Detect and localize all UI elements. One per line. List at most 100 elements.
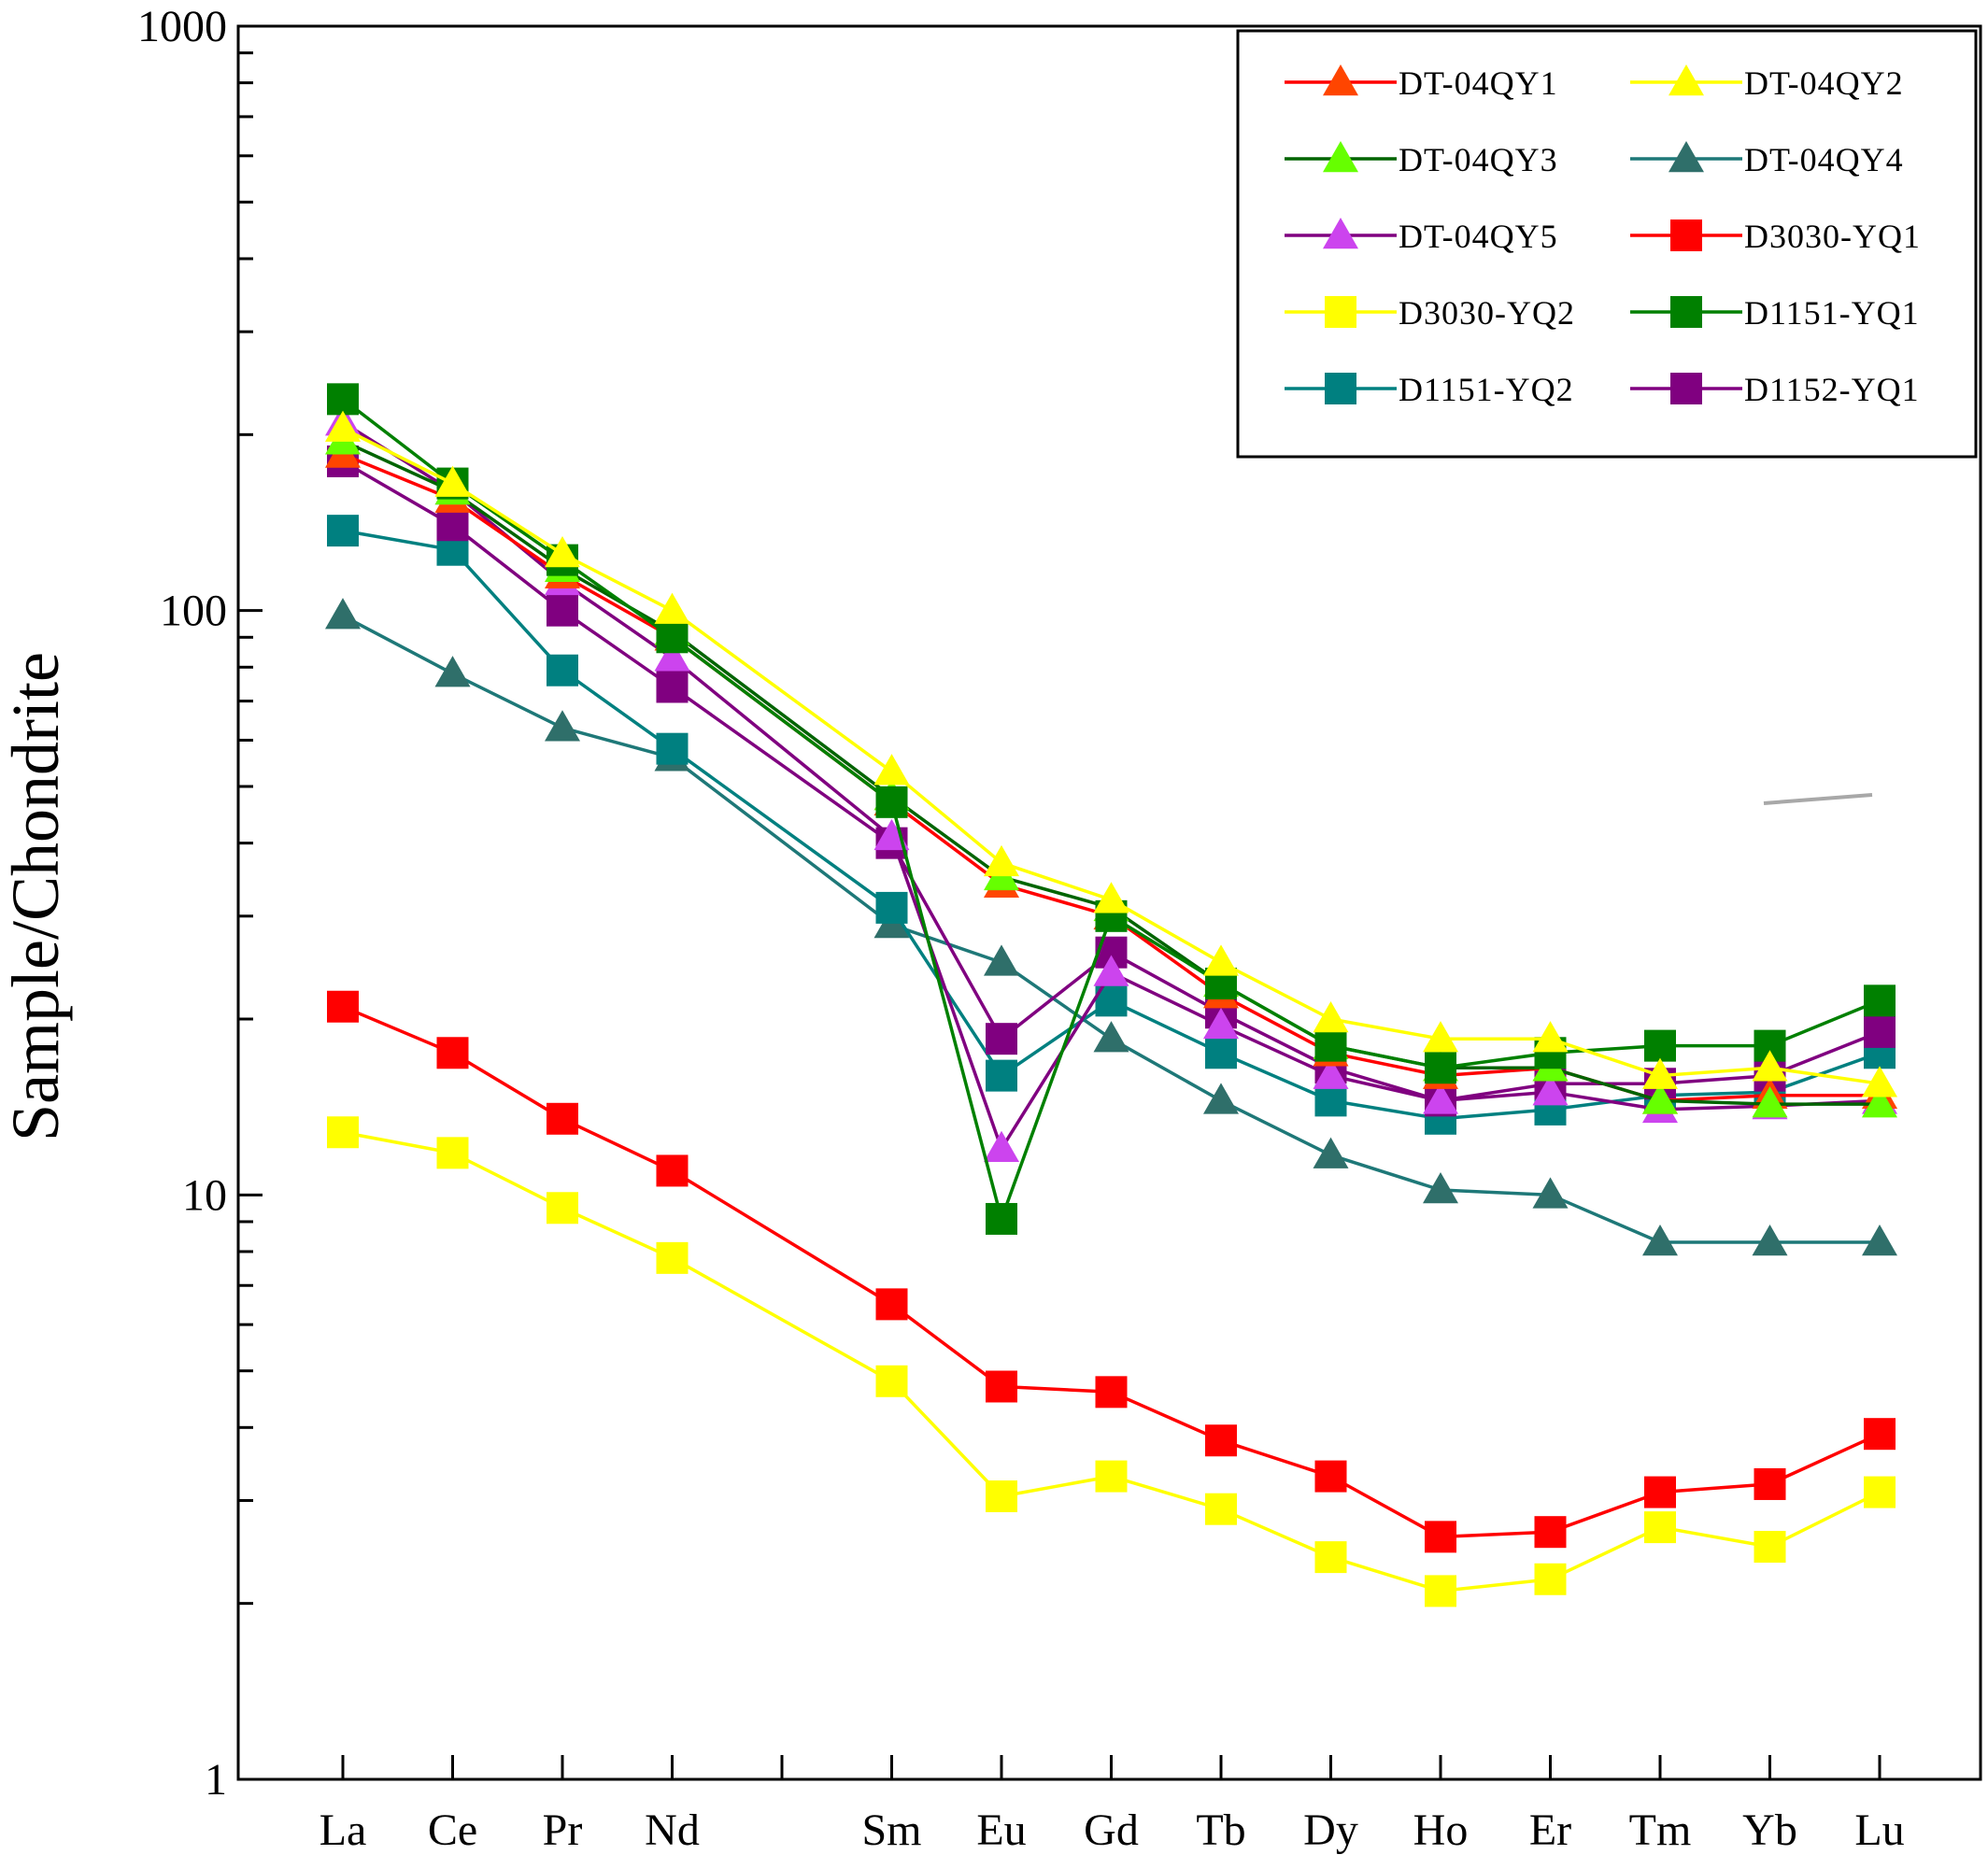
data-point [1532,1074,1569,1106]
data-point [875,891,908,924]
data-point [545,536,580,568]
legend-entry: DT-04QY1 [1285,64,1557,102]
data-point [986,1370,1017,1403]
series-dt-04qy2 [325,410,1897,1097]
legend-marker [1670,296,1702,328]
data-point [1644,1029,1676,1062]
series-line [342,427,1881,1085]
data-point [1203,1007,1239,1040]
legend-label: D1151-YQ2 [1399,371,1574,408]
x-tick-label: Gd [1084,1805,1139,1855]
legend-entry: D3030-YQ2 [1285,294,1575,332]
legend-box [1236,29,1978,459]
data-point [547,1192,578,1225]
legend-marker [1668,64,1704,96]
x-tick-label: Pr [543,1805,583,1855]
data-point [986,1202,1017,1235]
data-point [436,509,469,542]
data-point [1864,1476,1896,1508]
data-point [1203,1083,1239,1114]
x-tick-label: Tm [1629,1805,1692,1855]
data-point [656,621,689,654]
data-point [1095,1460,1128,1493]
y-axis: 1 10 100 1000 [137,2,263,1805]
y-axis-title: Sample/Chondrite [0,652,73,1141]
legend-marker [1323,141,1358,173]
data-point [325,410,361,442]
legend-entry: D1151-YQ1 [1630,294,1920,332]
y-tick-label: 100 [160,587,227,636]
data-point [984,844,1019,877]
legend-marker [1325,296,1356,328]
y-tick-label: 10 [182,1170,227,1220]
data-point [1862,1066,1897,1097]
x-tick-label: Ho [1413,1805,1469,1855]
data-point [656,671,689,703]
legend-marker [1323,218,1358,249]
data-point [1313,1000,1349,1033]
legend-entry: D1152-YQ1 [1630,371,1920,408]
data-point [984,1130,1019,1163]
data-point [1864,1418,1896,1451]
legend-label: DT-04QY2 [1744,64,1904,102]
data-point [547,594,578,627]
data-point [1425,1521,1456,1553]
x-axis: La Ce Pr Nd Sm Eu Gd Tb Dy Ho Er Tm Yb Lu [320,1755,1905,1855]
legend-label: D1152-YQ1 [1744,371,1920,408]
series-line [342,614,1880,1244]
plot-border [236,24,1982,1781]
data-point [1203,944,1239,976]
series-line [342,460,1881,1103]
x-tick-label: La [320,1805,367,1855]
legend-entry: D1151-YQ2 [1285,371,1574,408]
data-point [547,1102,578,1135]
legend-label: D3030-YQ2 [1399,294,1575,332]
data-point [1752,1086,1788,1118]
data-point [1532,1177,1569,1209]
data-point [873,754,910,786]
data-point [1314,1541,1347,1574]
legend-entry: DT-04QY4 [1630,141,1903,178]
data-point [1642,1083,1678,1114]
legend-label: D1151-YQ1 [1744,294,1920,332]
data-point [654,640,690,672]
data-point [984,944,1019,976]
x-tick-label: Sm [861,1805,921,1855]
series-line [341,397,1881,1221]
legend-label: DT-04QY3 [1399,141,1558,178]
data-point [656,1241,689,1274]
data-point [875,786,908,818]
data-point [1423,1083,1458,1114]
data-point [1093,1021,1129,1053]
y-tick-label: 1000 [137,2,227,51]
series-line [342,420,1881,1151]
data-point [1205,1424,1237,1457]
plot-frame [236,24,1982,1781]
x-tick-label: Ce [428,1805,477,1855]
data-point [1314,1084,1347,1117]
data-point [1205,1037,1237,1069]
data-point [325,598,361,630]
series-d1151-yq1 [327,383,1896,1235]
data-point [436,1137,469,1169]
data-point [875,1288,908,1321]
data-point [1864,1015,1896,1048]
data-point [1862,1224,1897,1256]
legend-entry: DT-04QY3 [1285,141,1558,178]
series-line [342,1130,1881,1593]
series-d3030-yq2 [327,1116,1896,1607]
data-point [1314,1029,1347,1062]
data-point [1642,1057,1678,1089]
series-line [342,439,1880,1106]
data-point [1644,1511,1676,1544]
y-tick-label: 1 [205,1755,227,1805]
x-tick-label: Dy [1303,1805,1358,1855]
data-point [1642,1224,1678,1256]
series-line [342,529,1881,1121]
legend-label: DT-04QY5 [1399,218,1558,255]
legend-entry: D3030-YQ1 [1630,218,1920,255]
data-point [434,656,471,687]
data-point [1862,1086,1897,1118]
data-point [1313,1057,1349,1089]
data-point [656,1154,689,1187]
